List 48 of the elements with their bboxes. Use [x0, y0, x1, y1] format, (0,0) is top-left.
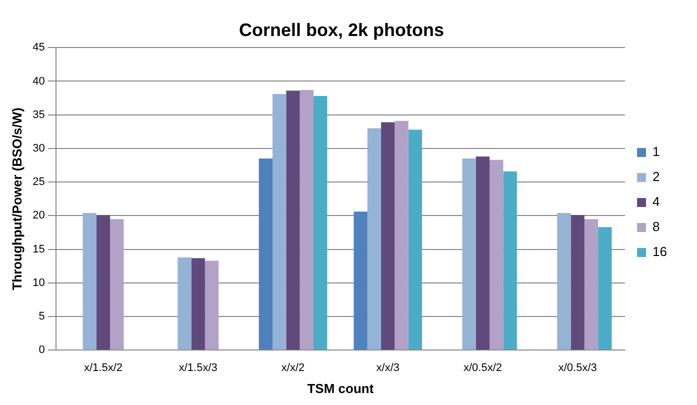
bar [394, 120, 408, 350]
x-tick-label: x/x/3 [376, 362, 400, 374]
bar [96, 215, 110, 350]
y-tick-label: 30 [32, 142, 45, 154]
bar [408, 130, 422, 350]
bar [490, 160, 504, 350]
legend-label: 8 [652, 219, 660, 234]
y-tick-label: 25 [32, 176, 45, 188]
y-tick-label: 10 [32, 276, 45, 289]
y-tick-label: 35 [32, 108, 45, 121]
bar [258, 158, 273, 350]
bar [313, 96, 328, 350]
bar [178, 257, 192, 350]
bar [476, 156, 490, 350]
legend-label: 1 [652, 144, 660, 160]
chart-title: Cornell box, 2k photons [238, 20, 444, 40]
bar [584, 219, 598, 350]
bar [191, 258, 205, 350]
y-axis-title: Throughput/Power (BSO/s/W) [9, 108, 24, 290]
bar [272, 94, 286, 350]
x-tick-label: x/1.5x/2 [84, 362, 123, 374]
bar [300, 90, 314, 350]
bar [570, 215, 584, 350]
bar [381, 122, 395, 350]
bar [503, 171, 517, 350]
bar [598, 227, 612, 350]
bar [557, 213, 571, 350]
x-tick-label: x/1.5x/3 [178, 362, 218, 374]
x-tick-label: x/0.5x/2 [463, 362, 502, 374]
x-axis-title: TSM count [307, 380, 374, 396]
bar [462, 158, 476, 350]
y-tick-label: 5 [38, 310, 45, 323]
bar [82, 213, 96, 350]
y-tick-label: 20 [32, 210, 45, 222]
legend-label: 4 [652, 194, 660, 210]
y-tick-label: 40 [32, 75, 45, 88]
x-tick-label: x/0.5x/3 [558, 362, 597, 374]
x-tick-label: x/x/2 [281, 362, 305, 374]
bar [367, 128, 382, 350]
legend-label: 16 [652, 244, 668, 260]
y-tick-label: 15 [32, 243, 45, 256]
legend-label: 2 [652, 169, 660, 184]
y-tick-label: 0 [38, 344, 45, 356]
bar [204, 260, 219, 350]
bar [354, 212, 368, 350]
bar [286, 90, 300, 350]
y-tick-label: 45 [32, 42, 45, 54]
bar [110, 219, 124, 350]
